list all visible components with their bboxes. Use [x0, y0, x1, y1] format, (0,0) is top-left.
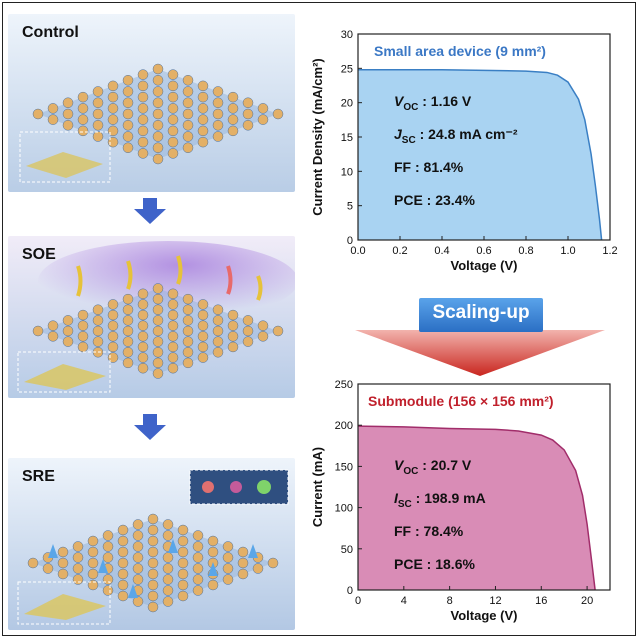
- y-tick-label: 10: [341, 166, 353, 178]
- control-panel: Control: [8, 14, 295, 192]
- control-lattice-illustration: [8, 14, 295, 192]
- soe-lattice-illustration: [8, 236, 295, 398]
- small-area-jv-chart: 0.0 0.2 0.4 0.6 0.8 1.0 1.2 0 5 10 15 20 25 30 Voltage…: [300, 14, 630, 287]
- y-tick-label: 0: [347, 585, 353, 597]
- iv-curve-area: [358, 69, 602, 240]
- panel-label-sre: SRE: [22, 468, 55, 485]
- plot-frame: [357, 383, 611, 591]
- y-tick-label: 50: [341, 544, 353, 556]
- x-tick-label: 8: [447, 595, 453, 607]
- x-tick-label: 4: [401, 595, 407, 607]
- y-tick-label: 20: [341, 98, 353, 110]
- x-tick-label: 20: [581, 595, 593, 607]
- y-tick-label: 150: [335, 461, 353, 473]
- chart-title: Small area device (9 mm²): [374, 43, 546, 59]
- metric-annotation: PCE : 18.6%: [394, 556, 475, 572]
- y-tick-label: 250: [335, 379, 353, 391]
- scaling-up-label: Scaling-up: [432, 302, 530, 323]
- panel-label-control: Control: [22, 24, 79, 41]
- x-tick-label: 0.4: [434, 245, 449, 257]
- arrow-down-icon: [134, 414, 166, 440]
- submodule-iv-chart: 0 4 8 12 16 20 0 50 100 150 200 250 Voltage (V) Curre…: [300, 374, 630, 631]
- iv-curve-line: [357, 425, 596, 591]
- x-tick-label: 1.0: [560, 245, 575, 257]
- metric-annotation: ISC : 198.9 mA: [394, 490, 486, 510]
- iv-curve-line: [358, 68, 603, 241]
- chart-title: Submodule (156 × 156 mm²): [368, 393, 554, 409]
- sre-panel: SRE: [8, 458, 295, 630]
- x-tick-label: 0.2: [392, 245, 407, 257]
- soe-panel: SOE: [8, 236, 295, 398]
- x-tick-label: 12: [489, 595, 501, 607]
- scaling-up-box: [419, 298, 543, 332]
- x-tick-label: 1.2: [602, 245, 617, 257]
- y-tick-label: 0: [347, 235, 353, 247]
- panel-label-soe: SOE: [22, 246, 56, 263]
- metric-annotation: VOC : 1.16 V: [394, 93, 472, 113]
- y-tick-label: 200: [335, 420, 353, 432]
- y-tick-label: 5: [347, 201, 353, 213]
- y-axis-label: Current Density (mA/cm²): [310, 58, 325, 215]
- x-tick-label: 0.0: [350, 245, 365, 257]
- y-axis-label: Current (mA): [310, 447, 325, 527]
- x-axis-label: Voltage (V): [451, 608, 518, 623]
- metric-annotation: VOC : 20.7 V: [394, 457, 472, 477]
- sre-lattice-illustration: [8, 458, 295, 630]
- arrow-down-icon: [134, 198, 166, 224]
- metric-annotation: FF : 81.4%: [394, 159, 464, 175]
- x-tick-label: 0.6: [476, 245, 491, 257]
- scaling-up-arrow: Scaling-up: [355, 298, 605, 378]
- y-tick-label: 100: [335, 503, 353, 515]
- x-axis-label: Voltage (V): [451, 258, 518, 273]
- small-area-jv-svg: 0.0 0.2 0.4 0.6 0.8 1.0 1.2 0 5 10 15 20 25 30 Voltage…: [310, 29, 618, 273]
- x-tick-label: 0.8: [518, 245, 533, 257]
- x-tick-label: 16: [535, 595, 547, 607]
- y-tick-label: 25: [341, 63, 353, 75]
- red-arrow-icon: [355, 330, 605, 376]
- iv-curve-area: [358, 426, 596, 590]
- x-tick-label: 0: [355, 595, 361, 607]
- metric-annotation: PCE : 23.4%: [394, 192, 475, 208]
- y-tick-label: 15: [341, 132, 353, 144]
- metric-annotation: FF : 78.4%: [394, 523, 464, 539]
- y-tick-label: 30: [341, 29, 353, 41]
- metric-annotation: JSC : 24.8 mA cm⁻²: [394, 126, 518, 146]
